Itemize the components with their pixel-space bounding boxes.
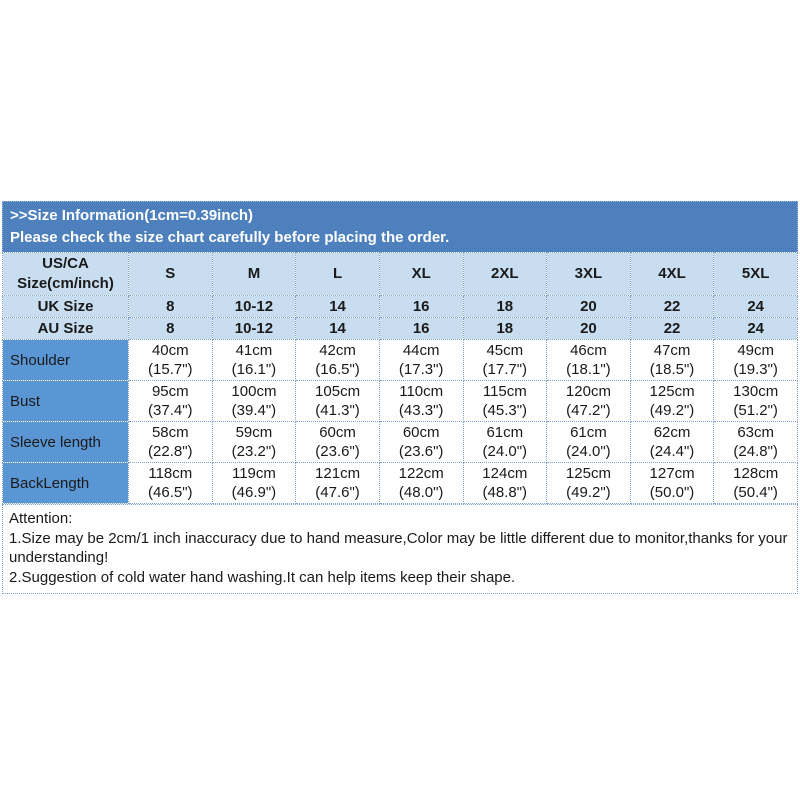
uk-size-value: 16 [378, 295, 464, 318]
uk-size-value: 24 [713, 295, 798, 318]
uk-size-value: 14 [295, 295, 380, 318]
banner-subtitle: Please check the size chart carefully be… [10, 229, 450, 246]
size-col-header: 5XL [713, 252, 798, 296]
measurement-cell: 124cm (48.8") [462, 462, 548, 504]
size-chart-sheet: >>Size Information(1cm=0.39inch) Please … [2, 201, 798, 594]
measurement-cell: 125cm (49.2") [546, 462, 631, 504]
corner-cell: US/CA Size(cm/inch) [2, 252, 129, 296]
measurement-label: Shoulder [2, 339, 129, 381]
au-size-value: 18 [462, 317, 548, 340]
measurement-row-bust: Bust 95cm (37.4") 100cm (39.4") 105cm (41.3… [2, 380, 798, 422]
size-col-header: 3XL [546, 252, 631, 296]
au-size-value: 10-12 [211, 317, 297, 340]
uk-size-value: 18 [462, 295, 548, 318]
attention-title: Attention: [9, 510, 73, 527]
uk-size-row: UK Size 8 10-12 14 16 18 20 22 24 [2, 295, 798, 318]
measurement-cell: 47cm (18.5") [629, 339, 715, 381]
uk-size-value: 8 [128, 295, 213, 318]
measurement-cell: 115cm (45.3") [462, 380, 548, 422]
size-info-banner: >>Size Information(1cm=0.39inch) Please … [2, 201, 798, 252]
measurement-label: Bust [2, 380, 129, 422]
measurement-cell: 59cm (23.2") [211, 421, 297, 463]
measurement-cell: 60cm (23.6") [295, 421, 380, 463]
au-size-value: 20 [546, 317, 631, 340]
size-col-header: 2XL [462, 252, 548, 296]
measurement-cell: 42cm (16.5") [295, 339, 380, 381]
corner-line2: Size(cm/inch) [17, 275, 114, 292]
measurement-label: Sleeve length [2, 421, 129, 463]
measurement-cell: 45cm (17.7") [462, 339, 548, 381]
measurement-cell: 128cm (50.4") [713, 462, 798, 504]
measurement-cell: 61cm (24.0") [462, 421, 548, 463]
measurement-cell: 44cm (17.3") [378, 339, 464, 381]
measurement-cell: 40cm (15.7") [128, 339, 213, 381]
measurement-cell: 60cm (23.6") [378, 421, 464, 463]
measurement-cell: 95cm (37.4") [128, 380, 213, 422]
size-col-header: XL [378, 252, 464, 296]
measurement-cell: 130cm (51.2") [713, 380, 798, 422]
measurement-cell: 110cm (43.3") [378, 380, 464, 422]
measurement-cell: 119cm (46.9") [211, 462, 297, 504]
au-size-row: AU Size 8 10-12 14 16 18 20 22 24 [2, 317, 798, 340]
attention-note: Attention: 1.Size may be 2cm/1 inch inac… [2, 504, 798, 594]
corner-line1: US/CA [42, 255, 89, 272]
size-col-header: S [128, 252, 213, 296]
measurement-cell: 46cm (18.1") [546, 339, 631, 381]
measurement-cell: 61cm (24.0") [546, 421, 631, 463]
measurement-row-backlength: BackLength 118cm (46.5") 119cm (46.9") 121… [2, 462, 798, 504]
measurement-cell: 49cm (19.3") [713, 339, 798, 381]
size-header-row: US/CA Size(cm/inch) S M L XL 2XL 3XL 4XL… [2, 252, 798, 296]
size-col-header: 4XL [629, 252, 715, 296]
attention-line1: 1.Size may be 2cm/1 inch inaccuracy due … [9, 529, 788, 567]
measurement-cell: 127cm (50.0") [629, 462, 715, 504]
au-size-label: AU Size [2, 317, 129, 340]
size-col-header: L [295, 252, 380, 296]
au-size-value: 22 [629, 317, 715, 340]
uk-size-value: 10-12 [211, 295, 297, 318]
measurement-cell: 122cm (48.0") [378, 462, 464, 504]
measurement-row-sleeve: Sleeve length 58cm (22.8") 59cm (23.2") 60… [2, 421, 798, 463]
measurement-label: BackLength [2, 462, 129, 504]
measurement-cell: 63cm (24.8") [713, 421, 798, 463]
au-size-value: 16 [378, 317, 464, 340]
measurement-row-shoulder: Shoulder 40cm (15.7") 41cm (16.1") 42cm (16… [2, 339, 798, 381]
uk-size-label: UK Size [2, 295, 129, 318]
measurement-cell: 62cm (24.4") [629, 421, 715, 463]
au-size-value: 8 [128, 317, 213, 340]
au-size-value: 24 [713, 317, 798, 340]
measurement-cell: 121cm (47.6") [295, 462, 380, 504]
measurement-cell: 120cm (47.2") [546, 380, 631, 422]
measurement-cell: 41cm (16.1") [211, 339, 297, 381]
measurement-cell: 118cm (46.5") [128, 462, 213, 504]
size-col-header: M [211, 252, 297, 296]
measurement-cell: 100cm (39.4") [211, 380, 297, 422]
attention-line2: 2.Suggestion of cold water hand washing.… [9, 568, 516, 586]
banner-title: >>Size Information(1cm=0.39inch) [10, 207, 253, 224]
measurement-cell: 105cm (41.3") [295, 380, 380, 422]
uk-size-value: 20 [546, 295, 631, 318]
measurement-cell: 125cm (49.2") [629, 380, 715, 422]
size-table: US/CA Size(cm/inch) S M L XL 2XL 3XL 4XL… [2, 252, 798, 504]
measurement-cell: 58cm (22.8") [128, 421, 213, 463]
au-size-value: 14 [295, 317, 380, 340]
uk-size-value: 22 [629, 295, 715, 318]
